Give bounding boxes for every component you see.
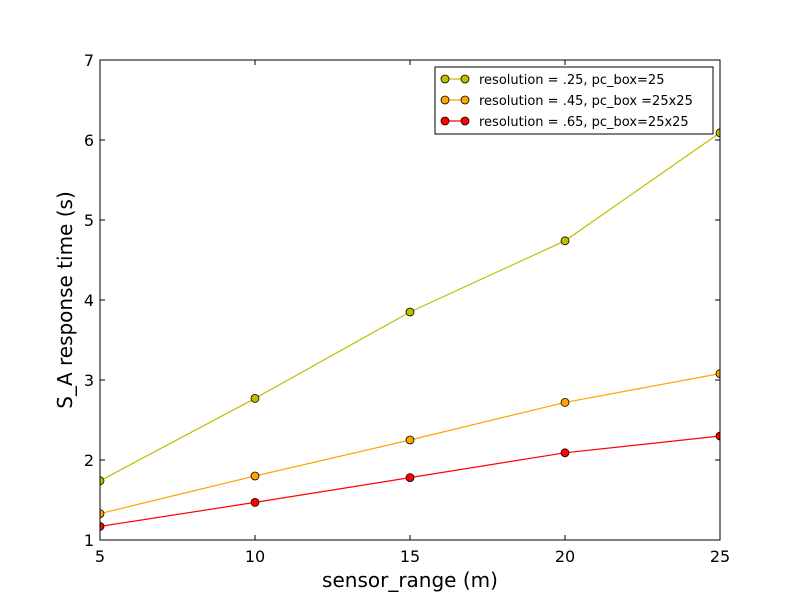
legend-label: resolution = .65, pc_box=25x25	[479, 115, 689, 130]
y-tick-label: 4	[84, 291, 94, 310]
data-point	[715, 128, 720, 138]
x-axis-title: sensor_range (m)	[322, 568, 498, 592]
x-tick-label: 25	[710, 547, 730, 566]
y-tick-label: 6	[84, 131, 94, 150]
series-layer	[100, 128, 720, 531]
y-tick-label: 1	[84, 531, 94, 550]
y-tick-label: 2	[84, 451, 94, 470]
legend-label: resolution = .45, pc_box =25x25	[479, 94, 693, 109]
data-point	[560, 397, 570, 407]
ticks-layer: 5 10 15 20 25 1 2 3 4 5 6 7	[84, 51, 730, 566]
data-point	[100, 476, 105, 486]
legend-marker	[460, 74, 470, 84]
legend: resolution = .25, pc_box=25 resolution = …	[434, 66, 714, 135]
data-point	[715, 431, 720, 441]
y-tick-label: 5	[84, 211, 94, 230]
legend-label: resolution = .25, pc_box=25	[479, 73, 664, 88]
data-point	[560, 448, 570, 458]
data-point	[250, 497, 260, 507]
data-point	[715, 369, 720, 378]
x-tick-label: 10	[245, 547, 265, 566]
legend-marker	[440, 95, 450, 105]
y-tick-label: 3	[84, 371, 94, 390]
data-point	[100, 509, 105, 518]
legend-marker	[460, 95, 470, 105]
series-line	[100, 132, 720, 482]
legend-frame	[434, 66, 714, 135]
y-axis-title: S_A response time (s)	[53, 191, 77, 409]
data-point	[100, 522, 105, 531]
x-tick-label: 15	[400, 547, 420, 566]
data-point	[250, 471, 260, 481]
data-point	[560, 236, 570, 246]
data-point	[405, 473, 415, 483]
legend-marker	[460, 116, 470, 126]
data-point	[405, 435, 415, 445]
legend-marker	[440, 116, 450, 126]
y-tick-label: 7	[84, 51, 94, 70]
x-tick-label: 5	[95, 547, 105, 566]
x-tick-label: 20	[555, 547, 575, 566]
data-point	[250, 393, 260, 403]
legend-marker	[440, 74, 450, 84]
data-point	[405, 307, 415, 317]
